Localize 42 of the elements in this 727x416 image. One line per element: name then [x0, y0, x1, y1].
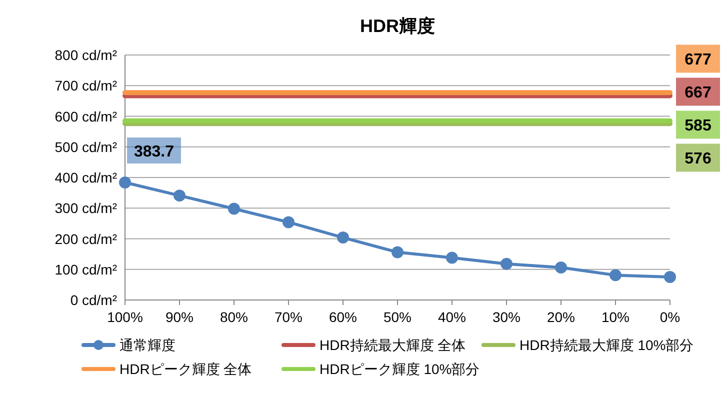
point: [119, 176, 131, 188]
point: [446, 252, 458, 264]
y-tick-label: 100 cd/m²: [54, 261, 118, 278]
legend-label: HDRピーク輝度 10%部分: [320, 361, 480, 377]
y-tick-label: 700 cd/m²: [54, 78, 118, 94]
point: [555, 262, 567, 274]
point: [228, 202, 240, 215]
x-tick-label: 60%: [328, 309, 358, 325]
data-label: 667: [684, 84, 712, 102]
point: [392, 246, 404, 258]
x-tick-label: 40%: [438, 309, 466, 325]
x-tick-label: 80%: [220, 309, 248, 325]
legend-label: 通常輝度: [120, 337, 176, 353]
legend-label: HDRピーク輝度 全体: [120, 361, 252, 377]
x-tick-label: 70%: [274, 309, 303, 325]
point: [610, 269, 622, 282]
y-tick-label: 200 cd/m²: [54, 230, 118, 247]
point: [174, 190, 186, 202]
x-tick-label: 50%: [383, 309, 412, 325]
x-tick-label: 100%: [107, 309, 143, 325]
data-label: 383.7: [134, 143, 174, 160]
point: [664, 271, 676, 284]
legend-label: HDR持続最大輝度 10%部分: [520, 337, 694, 353]
x-tick-label: 30%: [492, 309, 521, 325]
y-tick-label: 300 cd/m²: [54, 200, 118, 216]
x-tick-label: 10%: [601, 309, 630, 325]
y-tick-label: 600 cd/m²: [54, 108, 118, 124]
x-tick-label: 0%: [660, 309, 680, 325]
y-tick-label: 800 cd/m²: [54, 47, 118, 63]
y-tick-label: 500 cd/m²: [54, 138, 118, 155]
data-label: 576: [684, 150, 712, 168]
x-tick-label: 20%: [546, 309, 576, 325]
legend-label: HDR持続最大輝度 全体: [320, 337, 466, 353]
data-label: 585: [684, 118, 712, 135]
chart-title: HDR輝度: [360, 16, 435, 36]
x-tick-label: 90%: [165, 309, 194, 325]
point: [282, 216, 294, 228]
y-tick-label: 0 cd/m²: [70, 292, 118, 308]
data-label: 677: [684, 52, 712, 69]
y-tick-label: 400 cd/m²: [54, 170, 118, 186]
point: [337, 232, 349, 244]
point: [500, 258, 512, 270]
